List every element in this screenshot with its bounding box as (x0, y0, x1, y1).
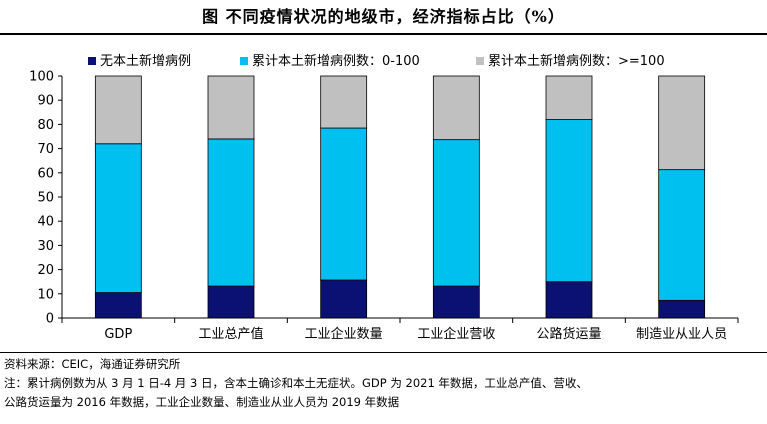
bar-segment (432, 285, 480, 319)
bar-segment (658, 75, 706, 171)
legend-swatch (240, 57, 248, 65)
bar-segment (207, 75, 255, 140)
stacked-bar-chart: 无本土新增病例 累计本土新增病例数：0-100 累计本土新增病例数：>=100 GDP… (29, 53, 739, 342)
y-tick-label: 40 (37, 215, 54, 230)
bar-segment (94, 75, 142, 145)
y-tick-label: 80 (37, 118, 54, 133)
figure-title: 图 不同疫情状况的地级市，经济指标占比（%） (202, 7, 565, 26)
title-rule (0, 33, 767, 35)
y-tick-label: 20 (37, 263, 54, 278)
legend-label: 累计本土新增病例数：0-100 (252, 53, 420, 69)
y-tick-label: 10 (37, 287, 54, 302)
y-tick-label: 60 (37, 166, 54, 181)
bar-segment (545, 75, 593, 120)
y-tick-label: 30 (37, 239, 54, 254)
source-note: 资料来源：CEIC，海通证券研究所 (4, 357, 181, 371)
bar-segment (545, 281, 593, 319)
bar-segment (207, 138, 255, 287)
x-tick-label: 工业总产值 (198, 326, 263, 342)
bar-segment (545, 119, 593, 283)
legend-label: 无本土新增病例 (100, 53, 191, 69)
notes-block: 资料来源：CEIC，海通证券研究所 注：累计病例数为从 3 月 1 日-4 月 … (4, 355, 764, 412)
x-tick-label: 公路货运量 (536, 326, 601, 342)
y-tick-label: 100 (29, 70, 54, 85)
legend-label: 累计本土新增病例数：>=100 (488, 53, 665, 69)
bar-segment (207, 285, 255, 319)
bar-segment (432, 139, 480, 287)
x-tick-label: GDP (104, 327, 132, 342)
y-tick-label: 90 (37, 94, 54, 109)
notes-rule (0, 352, 767, 353)
bar-segment (94, 143, 142, 293)
bar-segment (658, 169, 706, 301)
bar-segment (658, 299, 706, 319)
bar-segment (432, 75, 480, 141)
bar-segment (320, 75, 368, 129)
x-tick-label: 工业企业数量 (305, 326, 383, 342)
legend-swatch (88, 57, 96, 65)
x-tick-label: 工业企业营收 (417, 326, 495, 342)
bar-segment (320, 279, 368, 319)
x-tick-label: 制造业从业人员 (636, 327, 727, 342)
y-tick-label: 50 (37, 191, 54, 206)
footnote-line-1: 注：累计病例数为从 3 月 1 日-4 月 3 日，含本土确诊和本土无症状。GD… (4, 376, 588, 390)
y-tick-label: 0 (46, 312, 54, 327)
footnote-line-2: 公路货运量为 2016 年数据，工业企业数量、制造业从业人员为 2019 年数据 (4, 395, 400, 409)
y-tick-label: 70 (37, 142, 54, 157)
bar-segment (320, 127, 368, 281)
legend-swatch (476, 57, 484, 65)
bar-segment (94, 292, 142, 319)
